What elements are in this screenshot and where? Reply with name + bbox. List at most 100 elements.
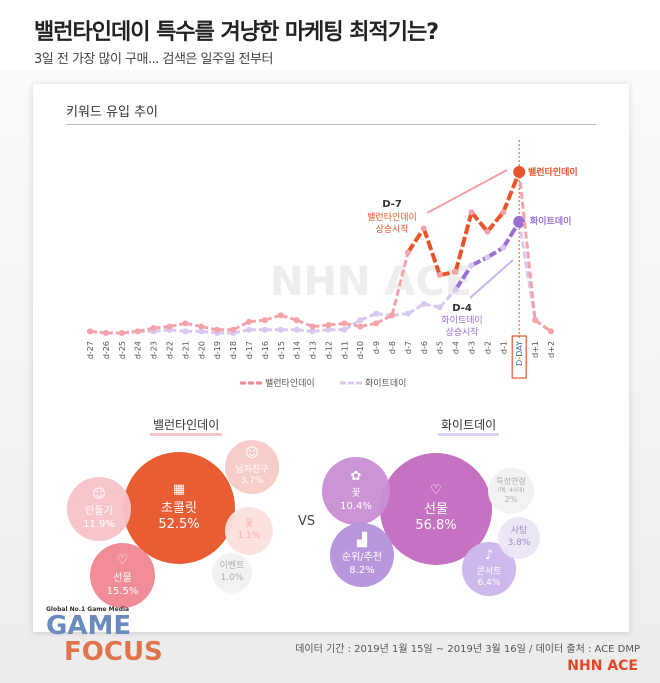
x-tick-label: d-6	[420, 341, 429, 354]
bubble-label: 콘서트	[476, 566, 502, 577]
dday-highlight-box	[511, 335, 527, 379]
x-tick-label: d-17	[245, 341, 254, 359]
data-point	[548, 328, 554, 335]
page-title: 밸런타인데이 특수를 겨냥한 마케팅 최적기는?	[34, 20, 439, 45]
data-point	[484, 228, 491, 235]
x-tick-label: d-20	[197, 341, 206, 359]
data-point	[468, 262, 475, 269]
bubble-note: (예: 40대)	[497, 487, 525, 495]
x-tick-label: d-1	[499, 341, 508, 354]
data-point	[404, 249, 411, 256]
bubble-valentine: 이벤트 1.0%	[212, 553, 252, 593]
bubble-white: ▟ 순위/추천 8.2%	[330, 523, 394, 587]
x-tick-label: d-26	[102, 341, 111, 359]
series-segment	[453, 211, 474, 273]
line-chart: NHN ACE d-27 d-26 d-25 d-24 d-23 d-22 d-21 d-20…	[86, 140, 578, 389]
data-point	[468, 209, 475, 216]
peak-label-white: 화이트데이	[530, 215, 571, 227]
watermark: NHN ACE	[270, 259, 472, 305]
data-point	[341, 320, 348, 327]
person-icon: ☺	[245, 445, 259, 461]
data-point	[277, 312, 284, 319]
podium-icon: ▟	[357, 532, 367, 548]
series-segment	[438, 288, 457, 309]
x-tick-label: d-27	[86, 341, 95, 359]
data-point	[452, 286, 459, 293]
data-point	[500, 209, 507, 216]
vs-label: VS	[298, 514, 316, 529]
bubble-value: 10.4%	[340, 501, 372, 513]
series-segment	[534, 318, 552, 333]
data-point	[182, 320, 189, 327]
x-tick-label: d-18	[229, 341, 238, 359]
heart-gift-icon: ♡	[116, 553, 129, 569]
data-point	[245, 318, 252, 325]
series-segment	[390, 252, 410, 316]
data-point	[150, 325, 157, 332]
flower-icon: ✿	[350, 468, 362, 484]
data-point	[166, 323, 173, 330]
data-point	[341, 326, 348, 333]
x-tick-label: d-11	[340, 341, 349, 359]
series-segment	[421, 227, 442, 276]
bubble-white: 사탕 3.8%	[498, 517, 540, 559]
chocolate-icon: ▦	[172, 481, 186, 497]
x-tick-label: d-4	[452, 341, 461, 354]
d4-annotation-line2: 상승시작	[445, 327, 478, 338]
x-tick-label: d-10	[356, 341, 365, 359]
x-tick-label: d+1	[531, 341, 540, 358]
series-segment	[406, 227, 426, 254]
series-segment	[486, 245, 505, 260]
bubble-value: 52.5%	[158, 517, 200, 533]
series-segment	[501, 220, 521, 249]
bubble-label: 남자친구	[235, 464, 269, 475]
bubble-valentine: 꽃 1.1%	[225, 507, 273, 555]
series-segment	[343, 318, 362, 332]
bubble-label: 순위/추천	[341, 552, 383, 564]
data-point	[420, 301, 427, 308]
data-point	[277, 326, 284, 333]
bubble-value: 1.1%	[237, 531, 261, 541]
microphone-icon: ♪	[484, 547, 494, 563]
bubble-valentine: ▦ 초콜릿 52.5%	[123, 452, 235, 564]
chef-icon: ☺	[92, 486, 106, 502]
bubble-label: 선물	[424, 501, 448, 517]
data-point	[373, 320, 380, 327]
data-point	[500, 244, 507, 251]
data-point	[389, 312, 396, 319]
bubble-value: 56.8%	[415, 518, 457, 534]
data-point	[102, 330, 109, 336]
bubble-white: ✿ 꽃 10.4%	[322, 457, 390, 525]
data-point	[325, 326, 332, 333]
bubble-value: 15.5%	[106, 585, 139, 597]
data-point	[230, 326, 237, 333]
x-tick-label: d-25	[118, 341, 127, 359]
x-tick-label: d-7	[404, 341, 413, 354]
bubble-valentine: ☺ 만들기 11.9%	[67, 477, 131, 541]
data-point	[261, 326, 268, 333]
bubble-label: 사탕	[510, 526, 528, 537]
x-tick-label: d-14	[293, 341, 302, 359]
data-point	[436, 272, 443, 279]
bubble-value: 11.9%	[83, 519, 115, 531]
x-tick-label: D-DAY	[515, 341, 524, 366]
x-tick-label: d-21	[181, 341, 190, 359]
data-point	[452, 268, 459, 275]
section-title: 키워드 유입 추이	[66, 105, 158, 120]
data-point	[420, 225, 427, 232]
bubble-value: 3.8%	[507, 538, 531, 548]
page-subtitle: 3일 전 가장 많이 구매... 검색은 일주일 전부터	[34, 52, 273, 67]
data-point	[373, 310, 380, 317]
data-point	[357, 323, 364, 330]
data-point	[118, 330, 125, 336]
x-tick-label: d-5	[436, 341, 445, 354]
white-group-title: 화이트데이	[438, 416, 500, 436]
nhn-ace-logo: NHN ACE	[567, 658, 638, 674]
data-point	[404, 310, 411, 317]
x-tick-label: d-2	[483, 341, 492, 354]
data-point	[309, 328, 316, 335]
bubble-label: 만들기	[85, 506, 113, 518]
bubble-label: 초콜릿	[161, 500, 197, 516]
bubble-value: 8.2%	[349, 565, 375, 577]
d4-annotation-line1: 화이트데이	[441, 315, 482, 326]
